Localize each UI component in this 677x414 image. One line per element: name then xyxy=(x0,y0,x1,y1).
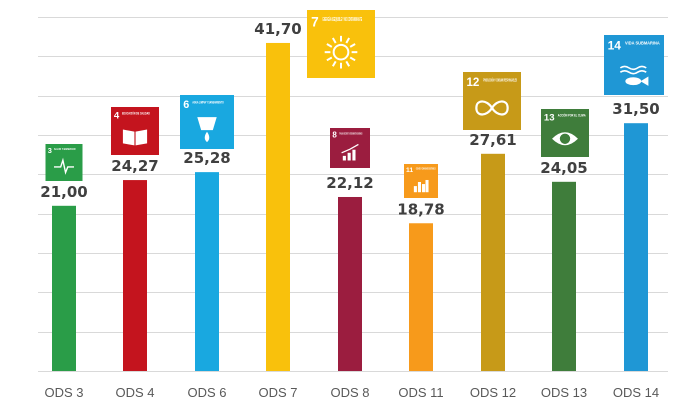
sdg-icon-ods-13: 13 ACCIÓN POR EL CLIMA xyxy=(541,109,589,157)
sdg-icon-number: 11 xyxy=(406,167,413,174)
category-label: ODS 12 xyxy=(470,385,516,400)
bars xyxy=(52,42,648,372)
sdg-icon-ods-3: 3 SALUD Y BIENESTAR xyxy=(45,144,83,181)
bar-ods-7 xyxy=(266,42,290,372)
sdg-icon-number: 8 xyxy=(332,131,337,140)
book-icon xyxy=(122,129,148,146)
sdg-icon-number: 12 xyxy=(466,76,479,89)
sdg-icon-number: 13 xyxy=(544,113,555,124)
sdg-icon-number: 3 xyxy=(48,146,52,155)
sdg-icon-tile xyxy=(404,164,438,198)
eye-globe-icon xyxy=(552,132,578,146)
sdg-icon-tile xyxy=(463,72,521,130)
sdg-icon-number: 6 xyxy=(183,99,189,111)
bar-ods-11 xyxy=(409,223,433,371)
value-label: 31,50 xyxy=(612,100,659,118)
sdg-icon-text: VIDA SUBMARINA xyxy=(625,41,660,46)
value-label: 41,70 xyxy=(254,20,301,38)
value-label: 22,12 xyxy=(326,174,373,192)
category-label: ODS 13 xyxy=(541,385,587,400)
value-label: 27,61 xyxy=(469,131,516,149)
value-label: 18,78 xyxy=(397,200,444,218)
water-drop-icon xyxy=(197,117,217,143)
sdg-icon-ods-7: 7 ENERGÍA ASEQUIBLE Y NO CONTAMINANTE xyxy=(307,10,375,78)
category-label: ODS 7 xyxy=(258,385,297,400)
sdg-icon-text: EDUCACIÓN DE CALIDAD xyxy=(122,111,150,116)
bar-ods-8 xyxy=(338,196,362,371)
sdg-icon-tile xyxy=(330,128,370,168)
sdg-icon-text: AGUA LIMPIA Y SANEAMIENTO xyxy=(192,100,223,105)
category-label: ODS 8 xyxy=(330,385,369,400)
sdg-icon-ods-14: 14 VIDA SUBMARINA xyxy=(604,35,664,95)
bar-ods-14 xyxy=(624,123,648,371)
category-label: ODS 4 xyxy=(115,385,154,400)
bar-ods-6 xyxy=(195,172,219,371)
sdg-icon-ods-4: 4 EDUCACIÓN DE CALIDAD xyxy=(111,107,159,155)
sdg-icon-ods-12: 12 PRODUCCIÓN Y CONSUMO RESPONSABLES xyxy=(463,72,521,130)
sdg-icon-text: ACCIÓN POR EL CLIMA xyxy=(558,113,586,118)
sdg-icon-tile xyxy=(111,107,159,155)
sdg-icon-text: CIUDADES Y COMUNIDADES SOSTENIBLES xyxy=(416,167,436,170)
sdg-icon-ods-8: 8 TRABAJO DECENTE Y CRECIMIENTO ECONÓMICO xyxy=(330,128,370,168)
sdg-icon-text: PRODUCCIÓN Y CONSUMO RESPONSABLES xyxy=(483,77,517,82)
city-icon xyxy=(413,179,429,193)
sdg-icon-number: 14 xyxy=(608,38,622,52)
bar-ods-12 xyxy=(481,153,505,371)
category-label: ODS 11 xyxy=(398,385,443,400)
bar-ods-13 xyxy=(552,181,576,371)
growth-chart-icon xyxy=(341,143,359,161)
sdg-icon-ods-11: 11 CIUDADES Y COMUNIDADES SOSTENIBLES xyxy=(404,164,438,198)
value-label: 21,00 xyxy=(40,183,87,201)
category-label: ODS 6 xyxy=(187,385,226,400)
value-labels: 21,00 24,27 25,28 41,70 22,12 18,78 27,61 24,05… xyxy=(40,20,659,218)
sun-icon xyxy=(324,35,358,69)
sdg-icons: 3 SALUD Y BIENESTAR 4 EDUCACIÓN DE CALIDAD 6… xyxy=(45,10,664,198)
sdg-icon-ods-6: 6 AGUA LIMPIA Y SANEAMIENTO xyxy=(180,95,234,149)
sdg-icon-text: SALUD Y BIENESTAR xyxy=(54,147,75,151)
value-label: 24,27 xyxy=(111,157,158,175)
bar-ods-3 xyxy=(52,205,76,371)
sdg-icon-number: 7 xyxy=(311,14,319,29)
category-labels: ODS 3 ODS 4 ODS 6 ODS 7 ODS 8 ODS 11 ODS 12 ODS… xyxy=(44,385,659,400)
infinity-icon xyxy=(475,100,509,116)
heartbeat-icon xyxy=(54,157,74,175)
value-label: 24,05 xyxy=(540,159,587,177)
fish-icon xyxy=(619,65,649,86)
bar-ods-4 xyxy=(123,180,147,371)
sdg-icon-number: 4 xyxy=(114,111,120,122)
sdg-icon-text: ENERGÍA ASEQUIBLE Y NO CONTAMINANTE xyxy=(323,15,363,23)
category-label: ODS 14 xyxy=(613,385,659,400)
category-label: ODS 3 xyxy=(44,385,83,400)
value-label: 25,28 xyxy=(183,149,230,167)
sdg-icon-text: TRABAJO DECENTE Y CRECIMIENTO ECONÓMICO xyxy=(339,130,362,135)
